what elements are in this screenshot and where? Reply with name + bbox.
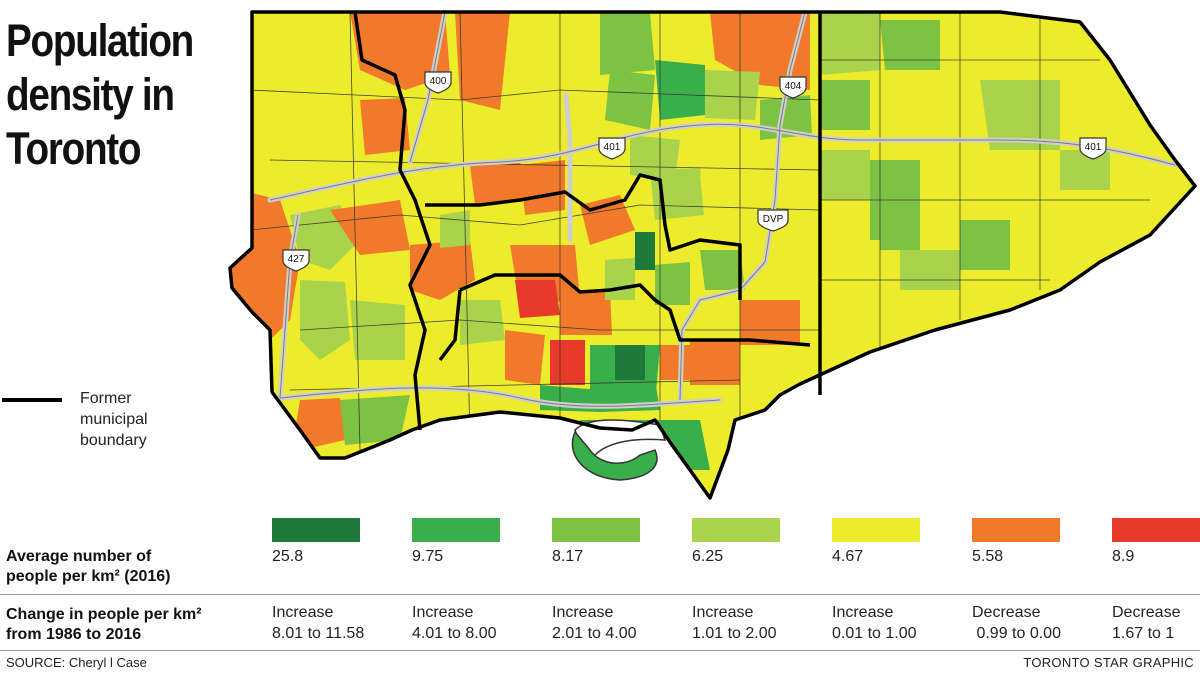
source-credit: SOURCE: Cheryl l Case [6, 655, 147, 670]
svg-text:DVP: DVP [763, 214, 784, 225]
legend-change-range: 0.01 to 1.00 [832, 625, 917, 642]
svg-text:401: 401 [604, 142, 621, 153]
legend-change-direction: Increase [552, 604, 614, 621]
legend-swatch [272, 518, 360, 542]
title-line: Population [6, 15, 194, 66]
title-line: density in [6, 69, 175, 120]
boundary-label: Former municipal boundary [80, 390, 148, 449]
highway-shield-dvp: DVP [757, 209, 789, 232]
legend-swatch [832, 518, 920, 542]
highway-shield-401-east: 401 [1079, 137, 1107, 160]
legend-density-value: 6.25 [692, 548, 724, 565]
legend-change-direction: Increase [832, 604, 894, 621]
highway-shield-427: 427 [282, 249, 310, 272]
change-row-label: Change in people per km² from 1986 to 20… [6, 606, 202, 643]
footer-divider [0, 650, 1200, 651]
legend-change-direction: Decrease [1112, 604, 1181, 621]
legend-change-range: 4.01 to 8.00 [412, 625, 497, 642]
legend-change-direction: Increase [272, 604, 334, 621]
legend-swatch [552, 518, 640, 542]
legend-change-range: 1.67 to 1 [1112, 625, 1175, 642]
svg-text:404: 404 [785, 81, 802, 92]
map-title: Population density in Toronto [6, 14, 194, 176]
svg-text:427: 427 [288, 254, 305, 265]
boundary-line-swatch [2, 398, 62, 402]
highway-shield-400: 400 [424, 71, 452, 94]
highway-shield-404: 404 [779, 76, 807, 99]
density-row-label: Average number of people per km² (2016) [6, 548, 171, 585]
svg-text:400: 400 [430, 76, 447, 87]
legend-density-value: 8.9 [1112, 548, 1135, 565]
title-line: Toronto [6, 123, 142, 174]
legend-swatch [1112, 518, 1200, 542]
legend-swatch [692, 518, 780, 542]
legend-change-range: 2.01 to 4.00 [552, 625, 637, 642]
legend-density-value: 5.58 [972, 548, 1004, 565]
legend-change-range: 8.01 to 11.58 [272, 625, 365, 642]
legend-density-value: 8.17 [552, 548, 584, 565]
legend-swatch [412, 518, 500, 542]
highway-shield-401-west: 401 [598, 137, 626, 160]
legend-change-range: 1.01 to 2.00 [692, 625, 777, 642]
boundary-legend: Former municipal boundary [2, 388, 262, 458]
legend-change-direction: Increase [412, 604, 474, 621]
legend-change-range: 0.99 to 0.00 [972, 625, 1061, 642]
legend-density-value: 4.67 [832, 548, 864, 565]
legend-swatch [972, 518, 1060, 542]
legend-density-value: 9.75 [412, 548, 444, 565]
svg-text:401: 401 [1085, 142, 1102, 153]
graphic-credit: TORONTO STAR GRAPHIC [1023, 655, 1194, 670]
legend-divider [0, 594, 1200, 595]
legend-change-direction: Increase [692, 604, 754, 621]
legend-density-value: 25.8 [272, 548, 304, 565]
toronto-map: 400 404 401 401 427 DVP [228, 9, 1197, 500]
legend-change-direction: Decrease [972, 604, 1041, 621]
